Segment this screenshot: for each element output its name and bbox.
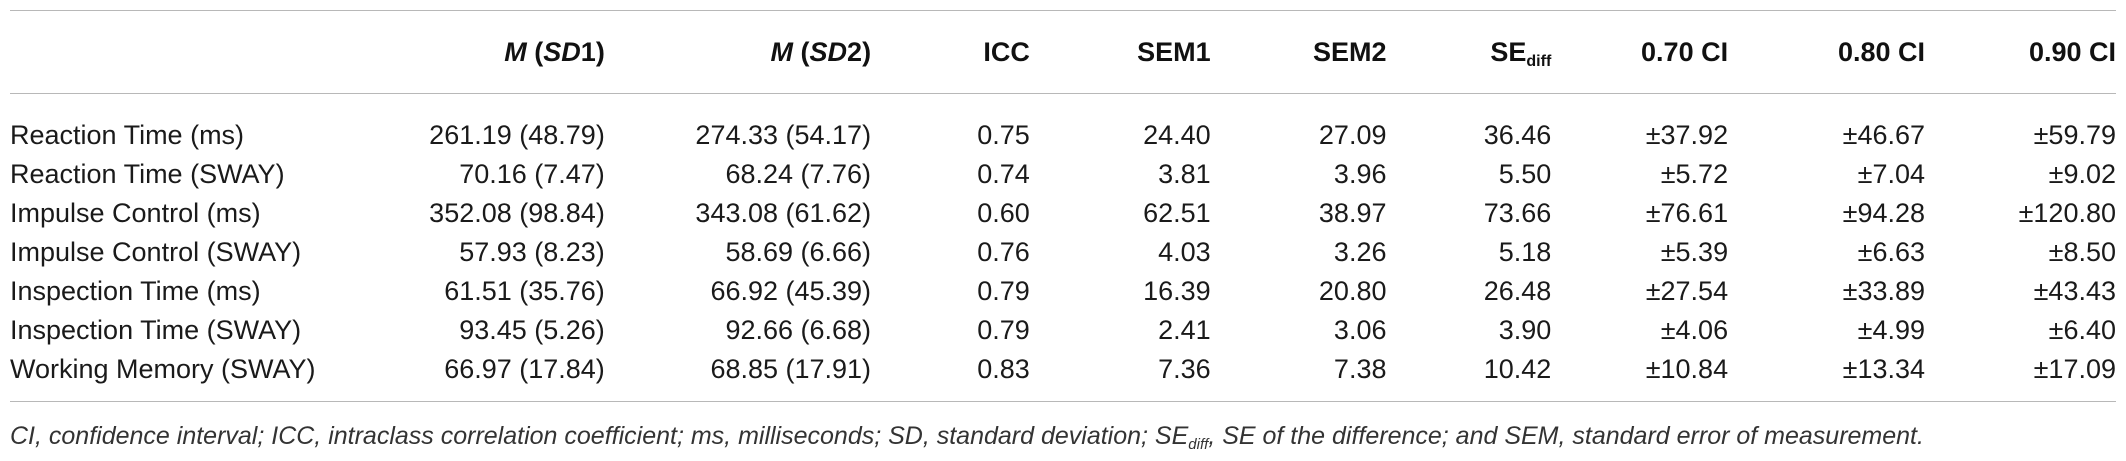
cell-m-sd1: 66.97 (17.84) — [444, 354, 605, 384]
cell-icc: 0.76 — [977, 237, 1030, 267]
cell-m-sd2: 68.85 (17.91) — [710, 354, 872, 384]
cell-se-diff: 26.48 — [1483, 276, 1552, 306]
table-row: Inspection Time (SWAY) 93.45 (5.26) 92.6… — [10, 311, 2116, 350]
header-sem2: SEM2 — [1312, 36, 1387, 67]
header-m-sd1: M (SD1) — [504, 36, 605, 67]
header-ci80: 0.80 CI — [1837, 36, 1926, 67]
cell-ci90: ±59.79 — [2033, 120, 2116, 150]
cell-ci70: ±27.54 — [1645, 276, 1729, 306]
row-label: Impulse Control (SWAY) — [10, 237, 302, 267]
cell-ci80: ±4.99 — [1857, 315, 1926, 345]
cell-ci90: ±9.02 — [2048, 159, 2116, 189]
cell-sem1: 62.51 — [1143, 198, 1211, 228]
cell-ci70: ±76.61 — [1645, 198, 1729, 228]
row-label: Impulse Control (ms) — [10, 198, 261, 228]
cell-sem1: 2.41 — [1158, 315, 1211, 345]
cell-icc: 0.74 — [977, 159, 1030, 189]
cell-se-diff: 5.50 — [1498, 159, 1552, 189]
cell-ci70: ±5.72 — [1660, 159, 1729, 189]
cell-icc: 0.79 — [977, 276, 1030, 306]
cell-icc: 0.79 — [977, 315, 1030, 345]
cell-sem1: 24.40 — [1143, 120, 1211, 150]
cell-m-sd1: 261.19 (48.79) — [429, 120, 605, 150]
cell-sem2: 3.06 — [1333, 315, 1387, 345]
header-sem1: SEM1 — [1137, 36, 1211, 67]
cell-ci80: ±13.34 — [1842, 354, 1926, 384]
table-top-rule — [10, 10, 2116, 11]
table-row: Working Memory (SWAY) 66.97 (17.84) 68.8… — [10, 350, 2116, 402]
cell-icc: 0.75 — [977, 120, 1030, 150]
table-row: Reaction Time (ms) 261.19 (48.79) 274.33… — [10, 94, 2116, 156]
header-se-diff: SEdiff — [1490, 36, 1552, 70]
table-row: Impulse Control (SWAY) 57.93 (8.23) 58.6… — [10, 233, 2116, 272]
cell-sem2: 3.96 — [1333, 159, 1387, 189]
cell-m-sd2: 58.69 (6.66) — [725, 237, 872, 267]
table-row: Inspection Time (ms) 61.51 (35.76) 66.92… — [10, 272, 2116, 311]
cell-sem1: 7.36 — [1158, 354, 1211, 384]
cell-ci80: ±46.67 — [1842, 120, 1926, 150]
cell-se-diff: 5.18 — [1498, 237, 1552, 267]
cell-ci90: ±8.50 — [2048, 237, 2116, 267]
cell-se-diff: 10.42 — [1483, 354, 1552, 384]
cell-se-diff: 36.46 — [1483, 120, 1552, 150]
cell-ci80: ±6.63 — [1857, 237, 1926, 267]
cell-icc: 0.83 — [977, 354, 1030, 384]
table-row: Impulse Control (ms) 352.08 (98.84) 343.… — [10, 194, 2116, 233]
row-label: Reaction Time (SWAY) — [10, 159, 285, 189]
cell-ci70: ±37.92 — [1645, 120, 1729, 150]
cell-ci70: ±10.84 — [1645, 354, 1729, 384]
cell-sem2: 3.26 — [1333, 237, 1387, 267]
header-m-sd2: M (SD2) — [770, 36, 872, 67]
cell-ci80: ±7.04 — [1857, 159, 1926, 189]
cell-m-sd2: 274.33 (54.17) — [695, 120, 872, 150]
header-row: M (SD1) M (SD2) ICC SEM1 SEM2 SEdiff 0.7… — [10, 11, 2116, 94]
cell-se-diff: 73.66 — [1483, 198, 1552, 228]
row-label: Reaction Time (ms) — [10, 120, 245, 150]
cell-se-diff: 3.90 — [1498, 315, 1552, 345]
cell-ci90: ±43.43 — [2033, 276, 2116, 306]
cell-m-sd2: 66.92 (45.39) — [710, 276, 872, 306]
cell-m-sd1: 61.51 (35.76) — [444, 276, 605, 306]
cell-sem2: 27.09 — [1318, 120, 1387, 150]
cell-m-sd1: 93.45 (5.26) — [459, 315, 605, 345]
row-label: Inspection Time (SWAY) — [10, 315, 302, 345]
cell-sem2: 38.97 — [1318, 198, 1387, 228]
cell-m-sd1: 57.93 (8.23) — [459, 237, 605, 267]
cell-m-sd2: 92.66 (6.68) — [725, 315, 872, 345]
cell-ci90: ±120.80 — [2018, 198, 2116, 228]
cell-m-sd2: 343.08 (61.62) — [695, 198, 872, 228]
cell-sem2: 7.38 — [1333, 354, 1387, 384]
header-ci70: 0.70 CI — [1641, 36, 1729, 67]
header-measure — [10, 11, 311, 94]
cell-m-sd1: 352.08 (98.84) — [429, 198, 605, 228]
cell-sem1: 4.03 — [1158, 237, 1211, 267]
cell-sem2: 20.80 — [1318, 276, 1387, 306]
table-footnote: CI, confidence interval; ICC, intraclass… — [10, 422, 1924, 453]
cell-icc: 0.60 — [977, 198, 1030, 228]
cell-m-sd1: 70.16 (7.47) — [459, 159, 605, 189]
cell-ci90: ±6.40 — [2048, 315, 2116, 345]
header-ci90: 0.90 CI — [2028, 36, 2116, 67]
cell-ci80: ±33.89 — [1842, 276, 1926, 306]
cell-ci70: ±5.39 — [1660, 237, 1729, 267]
reliability-table: M (SD1) M (SD2) ICC SEM1 SEM2 SEdiff 0.7… — [10, 11, 2116, 402]
cell-sem1: 3.81 — [1158, 159, 1211, 189]
cell-sem1: 16.39 — [1143, 276, 1211, 306]
table-row: Reaction Time (SWAY) 70.16 (7.47) 68.24 … — [10, 155, 2116, 194]
cell-m-sd2: 68.24 (7.76) — [725, 159, 872, 189]
row-label: Inspection Time (ms) — [10, 276, 261, 306]
cell-ci70: ±4.06 — [1660, 315, 1729, 345]
row-label: Working Memory (SWAY) — [10, 354, 316, 384]
cell-ci90: ±17.09 — [2033, 354, 2116, 384]
table-container: M (SD1) M (SD2) ICC SEM1 SEM2 SEdiff 0.7… — [10, 10, 2116, 453]
header-icc: ICC — [983, 36, 1030, 67]
cell-ci80: ±94.28 — [1842, 198, 1926, 228]
